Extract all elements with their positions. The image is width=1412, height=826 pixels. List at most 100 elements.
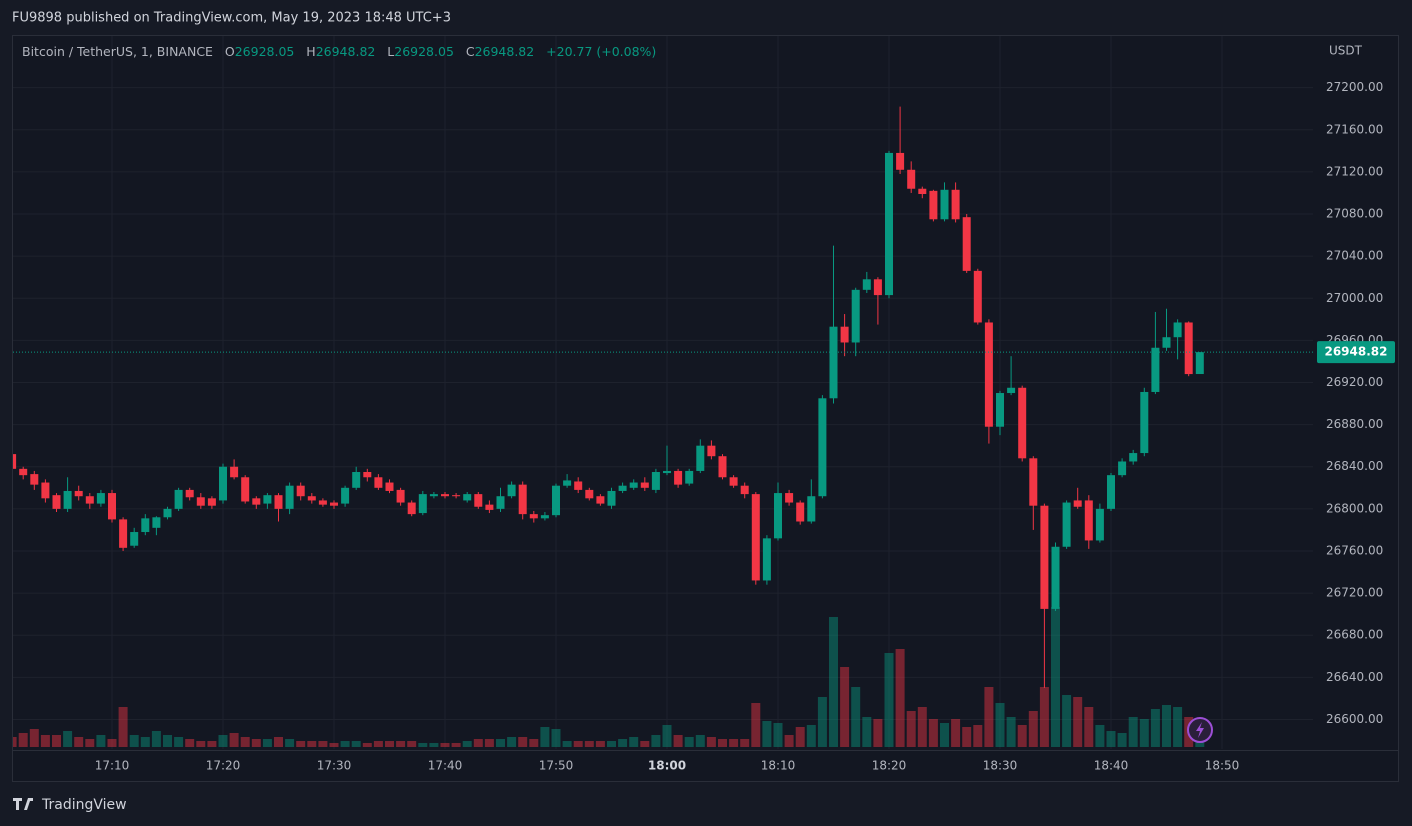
volume-bar — [718, 739, 727, 747]
volume-bar — [729, 739, 739, 747]
candle-body — [1062, 502, 1071, 547]
candle-body — [873, 279, 882, 296]
volume-bar — [518, 737, 528, 747]
candle-body — [973, 270, 982, 323]
volume-bar — [407, 741, 417, 747]
volume-bar — [884, 653, 894, 747]
volume-bar — [174, 737, 184, 747]
candle-body — [207, 498, 216, 506]
candle-body — [729, 477, 738, 486]
candle-body — [718, 456, 727, 478]
candle-body — [585, 489, 594, 499]
volume-bar — [562, 741, 572, 747]
candle-body — [1118, 461, 1127, 476]
candle-body — [851, 289, 860, 343]
volume-bar — [1051, 607, 1060, 747]
candle-body — [640, 482, 649, 488]
y-tick-label: 27040.00 — [1326, 249, 1383, 263]
volume-bar — [1128, 717, 1138, 747]
x-tick-label: 18:00 — [648, 759, 686, 773]
volume-bar — [1106, 731, 1116, 747]
candle-body — [507, 484, 516, 497]
volume-bar — [440, 743, 450, 747]
candle-body — [762, 538, 771, 581]
candle-body — [441, 494, 449, 497]
volume-bar — [784, 735, 794, 747]
candle-body — [85, 496, 94, 504]
candle-body — [996, 393, 1004, 427]
ohlc-label: L — [387, 44, 395, 59]
volume-bar — [806, 725, 816, 747]
high-value: 26948.82 — [315, 44, 376, 59]
candle-body — [1173, 322, 1182, 338]
volume-bar — [107, 739, 117, 747]
volume-bar — [507, 737, 517, 747]
volume-bar — [973, 725, 983, 747]
x-tick-label: 18:30 — [983, 759, 1018, 773]
volume-bar — [762, 721, 772, 747]
ohlc-label: O — [224, 44, 235, 59]
volume-bar — [773, 723, 783, 747]
volume-bar — [429, 743, 439, 747]
volume-bar — [1039, 687, 1049, 747]
volume-bar — [584, 741, 594, 747]
volume-bar — [140, 737, 150, 747]
candle-body — [119, 519, 128, 548]
brand-name: TradingView — [41, 797, 127, 813]
volume-bar — [1195, 741, 1205, 747]
y-axis-label: USDT — [1329, 44, 1363, 58]
y-tick-label: 26680.00 — [1326, 628, 1383, 642]
volume-bar — [96, 735, 106, 747]
candle-body — [96, 493, 105, 504]
volume-bar — [873, 719, 883, 747]
candle-body — [740, 485, 749, 495]
candle-body — [496, 496, 505, 509]
candle-body — [962, 217, 971, 271]
candle-body — [174, 489, 183, 509]
volume-bar — [1006, 717, 1016, 747]
volume-bar — [13, 737, 17, 747]
volume-bar — [329, 743, 339, 747]
candle-body — [651, 472, 660, 490]
volume-bar — [928, 719, 938, 747]
volume-bar — [340, 741, 350, 747]
candle-body — [252, 498, 261, 505]
candle-body — [751, 494, 760, 581]
volume-bar — [496, 739, 505, 747]
candle-body — [363, 472, 372, 478]
volume-bar — [52, 735, 61, 747]
candle-body — [296, 485, 305, 497]
volume-bar — [595, 741, 605, 747]
candles — [13, 106, 1313, 688]
y-tick-label: 26880.00 — [1326, 417, 1383, 431]
volume-bar — [396, 741, 406, 747]
candle-body — [785, 493, 794, 503]
candle-body — [1084, 500, 1093, 541]
change: +20.77 (+0.08%) — [546, 44, 657, 59]
y-tick-label: 27160.00 — [1326, 122, 1383, 136]
y-tick-label: 27080.00 — [1326, 207, 1383, 221]
candle-body — [1040, 505, 1049, 609]
y-tick-label: 26600.00 — [1326, 712, 1383, 726]
candle-body — [796, 502, 805, 522]
candle-body — [629, 482, 638, 488]
volume-bar — [462, 741, 472, 747]
volume-bar — [151, 731, 161, 747]
candle-body — [1151, 347, 1160, 392]
y-tick-label: 27120.00 — [1326, 164, 1383, 178]
x-tick-label: 17:10 — [95, 759, 130, 773]
volume-bar — [940, 723, 949, 747]
candle-body — [574, 481, 583, 490]
candle-body — [1007, 387, 1016, 394]
candle-body — [1140, 391, 1149, 454]
x-tick-label: 18:20 — [872, 759, 907, 773]
volume-bar — [840, 667, 850, 747]
volume-bar — [63, 731, 73, 747]
volume-bar — [851, 687, 861, 747]
y-tick-label: 27000.00 — [1326, 291, 1383, 305]
candle-body — [1184, 322, 1193, 375]
candle-body — [185, 489, 194, 498]
candle-body — [219, 466, 227, 501]
candle-body — [1073, 500, 1082, 507]
